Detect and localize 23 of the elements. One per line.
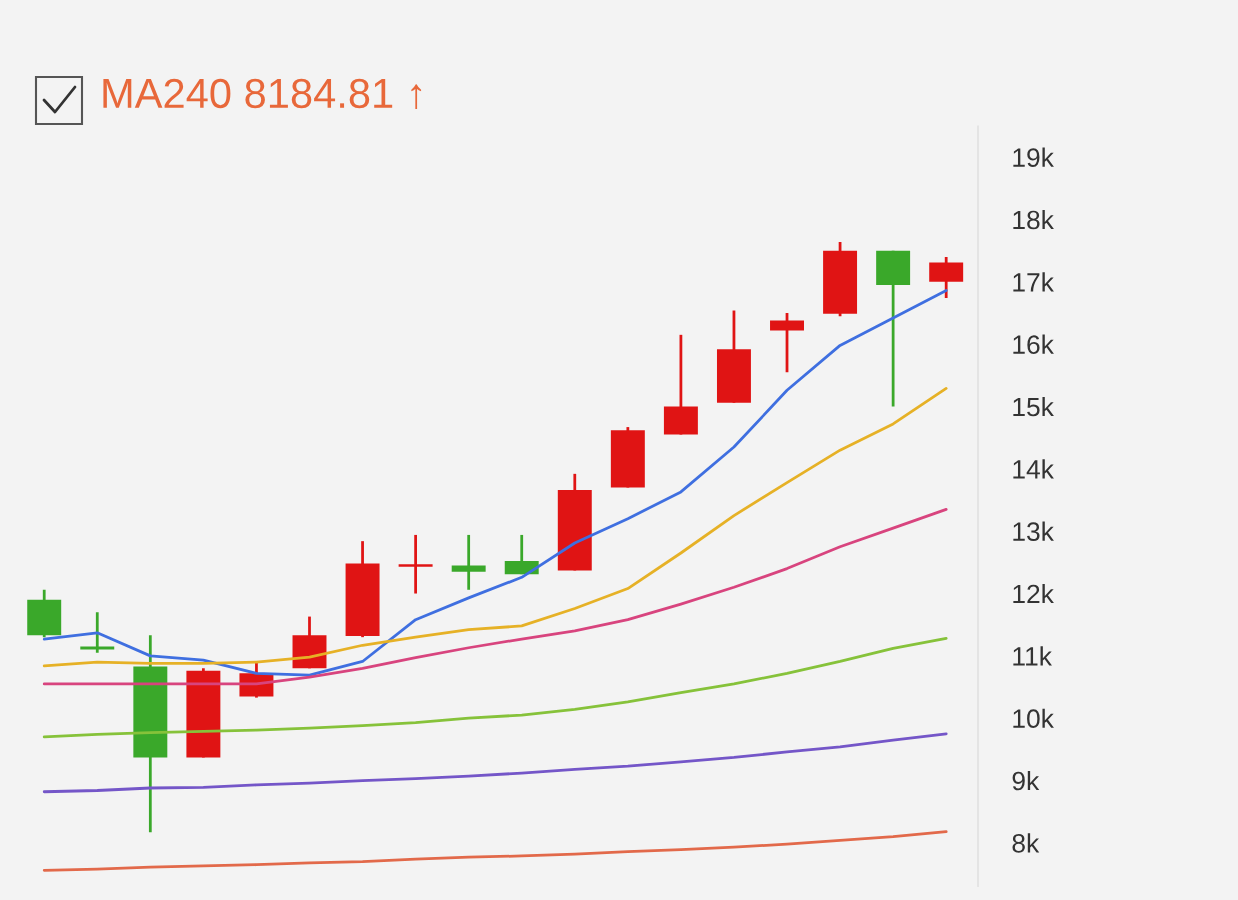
candlestick [80, 610, 115, 655]
y-tick-label: 9k [1012, 770, 1040, 791]
line-series [42, 732, 948, 794]
line-series [42, 387, 948, 668]
line-series [42, 830, 948, 872]
chart-title: MA240 8184.81 ↑ [103, 78, 422, 110]
candlestick [451, 533, 486, 592]
y-tick-label: 19k [1013, 147, 1054, 167]
line-series [42, 637, 948, 739]
y-tick-label: 15k [1013, 396, 1054, 417]
y-tick-label: 12k [1013, 583, 1054, 604]
line-series [42, 507, 948, 686]
y-tick-label: 10k [1013, 708, 1054, 729]
y-tick-label: 14k [1013, 459, 1054, 479]
candlestick [770, 311, 804, 374]
y-tick-label: 17k [1013, 272, 1054, 292]
line-series [42, 289, 948, 677]
y-tick-label: 16k [1013, 334, 1054, 354]
y-tick-label: 11k [1013, 646, 1052, 666]
y-tick-label: 8k [1012, 833, 1040, 853]
y-tick-label: 18k [1013, 209, 1054, 230]
y-tick-label: 13k [1013, 521, 1054, 542]
candlestick [398, 533, 433, 595]
